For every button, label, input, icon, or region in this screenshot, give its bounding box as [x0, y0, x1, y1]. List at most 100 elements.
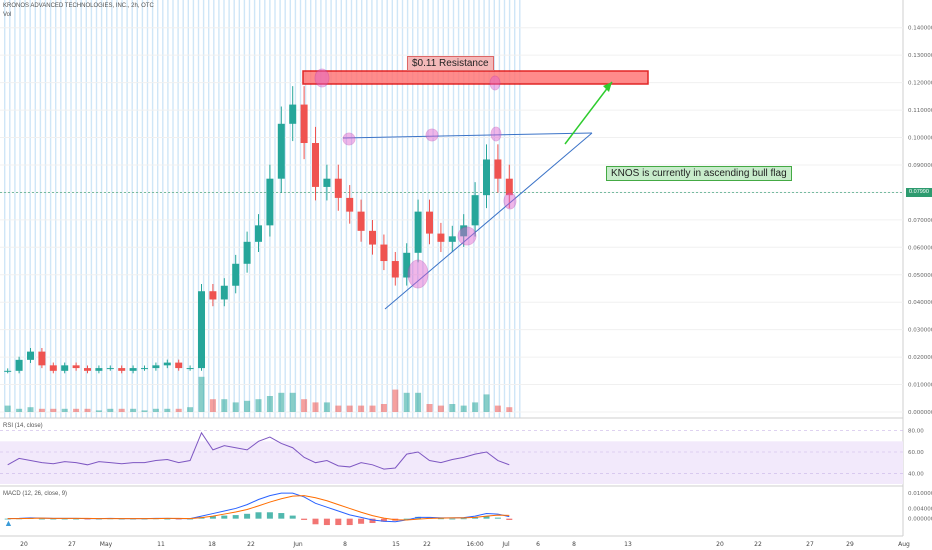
volume-bar: [392, 389, 399, 412]
highlight-circle: [314, 68, 330, 88]
session-band: [315, 0, 317, 418]
session-band: [218, 0, 220, 418]
macd-histogram-bar: [255, 512, 262, 519]
candle-body: [505, 178, 513, 196]
session-band: [340, 0, 342, 418]
volume-bar: [84, 408, 91, 412]
bull-flag-label[interactable]: KNOS is currently in ascending bull flag: [606, 166, 792, 181]
tradingview-logo-icon[interactable]: ▲: [4, 518, 13, 528]
session-band: [116, 0, 118, 418]
session-band: [187, 0, 189, 418]
volume-bar: [209, 399, 216, 412]
macd-histogram-bar: [38, 518, 45, 520]
macd-histogram-bar: [244, 513, 251, 519]
price-tick-label: 0.130000: [908, 53, 932, 59]
candle-body: [380, 244, 388, 262]
candle-body: [243, 241, 251, 264]
volume-bar: [346, 405, 353, 412]
session-band: [49, 0, 52, 418]
time-tick-label: Aug: [898, 541, 910, 548]
session-band: [432, 0, 434, 418]
candle-body: [175, 362, 183, 369]
candle-body: [323, 178, 331, 187]
volume-bar: [107, 408, 114, 412]
time-tick-label: 22: [423, 541, 431, 548]
time-tick-label: 8: [343, 541, 347, 548]
macd-label: MACD (12, 26, close, 9): [3, 491, 68, 497]
chart-title: KRONOS ADVANCED TECHNOLOGIES, INC., 2h, …: [3, 3, 154, 9]
macd-histogram-bar: [266, 512, 273, 519]
lower-trendline: [384, 132, 593, 310]
price-tick-label: 0.040000: [908, 300, 932, 306]
candle-body: [414, 211, 422, 253]
time-axis: 20 27 May 11 18 22 Jun 8 15 22 16:00 Jul 6 8 13 20 22 27 2…: [20, 541, 910, 548]
session-band: [406, 0, 409, 418]
macd-histogram-bar: [460, 518, 467, 520]
session-band: [75, 0, 77, 418]
macd-histogram-bar: [164, 518, 171, 520]
session-band: [243, 0, 246, 418]
volume-bar: [4, 405, 11, 412]
volume-bar: [415, 392, 422, 412]
time-tick-label: Jul: [501, 541, 510, 548]
candle-body: [95, 368, 103, 371]
price-axis: 0.140000 0.130000 0.120000 0.110000 0.100000…: [908, 26, 932, 416]
volume-bar: [323, 402, 330, 412]
session-band: [279, 0, 281, 418]
volume-bar: [472, 402, 479, 412]
macd-histogram-bar: [301, 518, 308, 520]
rsi-pane: 80.00 60.00 40.00: [0, 429, 924, 484]
candle-body: [209, 291, 217, 300]
volume-bar: [118, 408, 125, 412]
time-tick-label: May: [100, 541, 113, 548]
candle-body: [163, 362, 171, 366]
price-tick-label: 0.020000: [908, 355, 932, 361]
candle-body: [255, 225, 262, 242]
time-tick-label: 27: [806, 541, 814, 548]
volume-bar: [369, 405, 376, 412]
session-band: [335, 0, 337, 418]
price-tick-label: 0.070000: [908, 218, 932, 224]
volume-bar: [335, 405, 342, 412]
session-band: [427, 0, 429, 418]
macd-histogram-bar: [472, 517, 479, 519]
macd-histogram-bar: [483, 516, 490, 519]
session-band: [452, 0, 455, 418]
session-band: [233, 0, 235, 418]
session-band: [95, 0, 98, 418]
macd-histogram-bar: [289, 515, 296, 519]
session-band: [202, 0, 205, 418]
candle-body: [72, 365, 80, 369]
macd-histogram-bar: [358, 518, 365, 524]
session-band: [264, 0, 266, 418]
session-band: [55, 0, 57, 418]
session-band: [197, 0, 200, 418]
session-band: [248, 0, 251, 418]
macd-histogram-bar: [380, 518, 387, 522]
macd-histogram-bar: [221, 515, 228, 519]
macd-pane: 0.010000 0.004000 0.000000: [4, 491, 932, 526]
session-band: [100, 0, 103, 418]
candle-body: [61, 365, 69, 371]
resistance-label[interactable]: $0.11 Resistance: [407, 56, 494, 71]
session-band: [238, 0, 240, 418]
macd-histogram-bar: [50, 518, 57, 520]
rsi-tick-label: 40.00: [908, 471, 924, 477]
candle-body: [141, 368, 148, 370]
session-band: [488, 0, 490, 418]
price-tick-label: 0.120000: [908, 81, 932, 87]
session-band: [131, 0, 133, 418]
session-band: [381, 0, 383, 418]
macd-histogram-bar: [403, 518, 410, 520]
session-band: [19, 0, 21, 418]
session-band: [386, 0, 388, 418]
highlight-circle: [407, 259, 429, 289]
session-band: [422, 0, 424, 418]
macd-tick-label: 0.000000: [908, 517, 932, 523]
macd-histogram-bar: [506, 518, 513, 520]
target-arrow: [564, 81, 613, 145]
candle-body: [289, 104, 297, 124]
target-arrow-head: [603, 82, 612, 92]
candle-body: [118, 368, 126, 371]
